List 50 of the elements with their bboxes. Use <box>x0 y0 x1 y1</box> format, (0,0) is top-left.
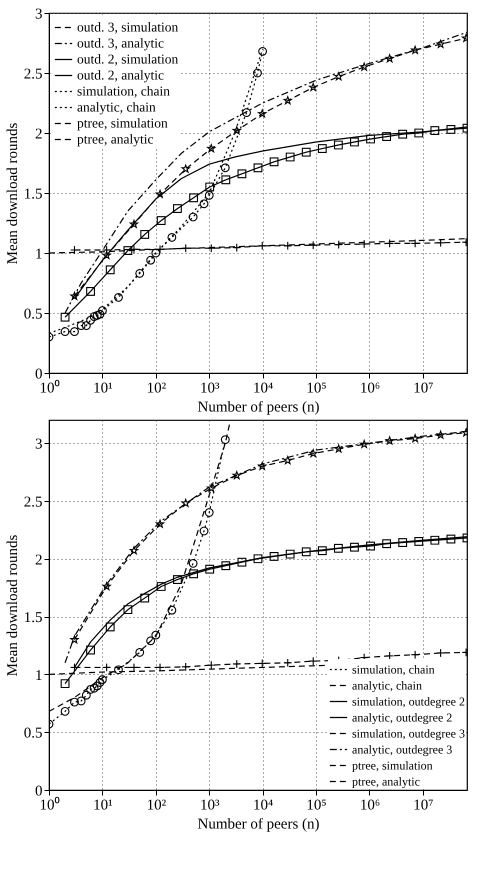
x-tick-label: 10¹ <box>93 380 113 396</box>
legend-label: ptree, analytic <box>77 132 154 146</box>
y-tick-label: 2 <box>35 126 42 142</box>
y-tick-label: 1 <box>35 246 42 262</box>
x-tick-label: 10¹ <box>93 798 113 814</box>
y-axis-title: Mean download rounds <box>4 534 21 676</box>
x-tick-label: 10⁴ <box>253 798 274 814</box>
x-tick-label: 10⁶ <box>360 380 380 396</box>
x-axis-title: Number of peers (n) <box>197 816 320 832</box>
legend-label: simulation, outdegree 3 <box>352 726 465 740</box>
legend-label: analytic, chain <box>77 100 156 114</box>
legend-label: outd. 2, simulation <box>77 52 178 66</box>
legend-label: outd. 3, simulation <box>77 20 178 34</box>
y-tick-label: 0 <box>35 366 42 382</box>
y-tick-label: 1.5 <box>24 186 42 202</box>
x-tick-label: 10³ <box>200 380 220 396</box>
x-tick-label: 10⁰ <box>40 796 60 814</box>
legend-label: simulation, chain <box>77 84 170 98</box>
legend-label: analytic, outdegree 3 <box>352 742 452 756</box>
y-tick-label: 2.5 <box>24 494 42 510</box>
legend-label: simulation, outdegree 2 <box>352 694 465 708</box>
legend-label: analytic, outdegree 2 <box>352 710 452 724</box>
y-tick-label: 0.5 <box>24 726 42 742</box>
legend-label: ptree, simulation <box>77 116 168 130</box>
y-tick-label: 0.5 <box>24 306 42 322</box>
y-tick-label: 2.5 <box>24 66 42 82</box>
y-tick-label: 0 <box>35 784 42 800</box>
y-tick-label: 2 <box>35 552 42 568</box>
y-axis-title: Mean download rounds <box>4 122 21 264</box>
legend-label: ptree, analytic <box>352 774 420 788</box>
x-axis-title: Number of peers (n) <box>197 400 320 416</box>
legend-label: outd. 3, analytic <box>77 36 164 50</box>
y-tick-label: 1.5 <box>24 610 42 626</box>
x-tick-label: 10⁷ <box>413 380 434 396</box>
legend-label: analytic, chain <box>352 678 422 692</box>
x-tick-label: 10⁶ <box>360 798 380 814</box>
legend-label: simulation, chain <box>352 662 435 676</box>
y-tick-label: 3 <box>35 6 42 22</box>
x-tick-label: 10⁵ <box>306 380 327 396</box>
legend-label: ptree, simulation <box>352 758 433 772</box>
y-tick-label: 3 <box>35 436 42 453</box>
x-tick-label: 10² <box>146 380 167 396</box>
x-tick-label: 10⁰ <box>40 380 60 396</box>
x-tick-label: 10⁴ <box>253 380 274 396</box>
y-tick-label: 1 <box>35 668 42 684</box>
x-tick-label: 10² <box>146 798 167 814</box>
x-tick-label: 10⁷ <box>413 798 434 814</box>
x-tick-label: 10⁵ <box>306 798 327 814</box>
x-tick-label: 10³ <box>200 798 220 814</box>
legend-label: outd. 2, analytic <box>77 68 164 82</box>
